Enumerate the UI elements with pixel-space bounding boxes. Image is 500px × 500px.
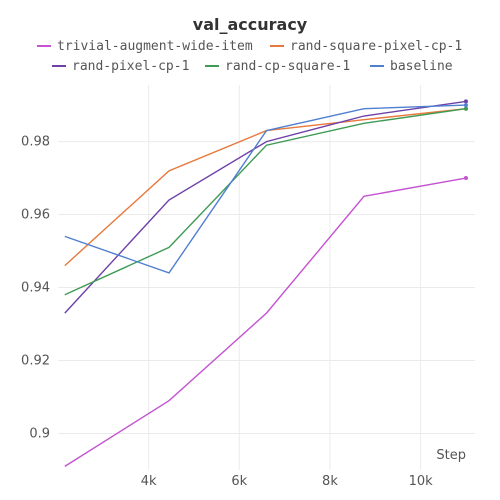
legend-label: trivial-augment-wide-item xyxy=(57,39,253,54)
series-baseline xyxy=(64,103,468,274)
x-axis-label: Step xyxy=(436,448,466,463)
chart-title: val_accuracy xyxy=(193,15,308,34)
x-axis: 4k 6k 8k 10k xyxy=(141,474,433,489)
series-trivial-augment-wide-item xyxy=(64,176,468,467)
legend-item[interactable]: rand-cp-square-1 xyxy=(205,59,350,74)
legend-item[interactable]: rand-pixel-cp-1 xyxy=(52,59,189,74)
legend-label: rand-square-pixel-cp-1 xyxy=(290,39,462,54)
x-tick-label: 4k xyxy=(141,474,157,489)
legend-item[interactable]: baseline xyxy=(370,59,453,74)
series-line xyxy=(64,104,466,274)
series-rand-cp-square-1 xyxy=(64,106,468,296)
legend-label: rand-pixel-cp-1 xyxy=(72,59,189,74)
x-tick-label: 8k xyxy=(322,474,338,489)
y-axis: 0.9 0.92 0.94 0.96 0.98 xyxy=(21,135,50,442)
series-end-point xyxy=(463,103,468,108)
series-group xyxy=(64,99,468,467)
y-tick-label: 0.92 xyxy=(21,354,50,369)
grid xyxy=(58,85,475,470)
legend: trivial-augment-wide-item rand-square-pix… xyxy=(37,39,462,74)
series-line xyxy=(64,177,467,467)
series-line xyxy=(64,108,466,296)
x-tick-label: 6k xyxy=(231,474,247,489)
legend-label: baseline xyxy=(390,59,453,74)
series-rand-pixel-cp-1 xyxy=(64,99,468,314)
series-end-point xyxy=(463,176,468,181)
legend-item[interactable]: rand-square-pixel-cp-1 xyxy=(270,39,462,54)
series-line xyxy=(64,100,466,314)
series-end-point xyxy=(463,106,468,111)
y-tick-label: 0.94 xyxy=(21,281,50,296)
y-tick-label: 0.96 xyxy=(21,208,50,223)
y-tick-label: 0.98 xyxy=(21,135,50,150)
legend-label: rand-cp-square-1 xyxy=(225,59,350,74)
y-tick-label: 0.9 xyxy=(29,427,50,442)
legend-item[interactable]: trivial-augment-wide-item xyxy=(37,39,253,54)
x-tick-label: 10k xyxy=(409,474,434,489)
series-end-point xyxy=(463,99,468,104)
